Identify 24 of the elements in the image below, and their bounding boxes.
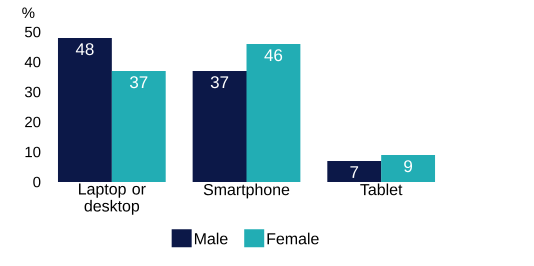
- y-tick-label: 20: [25, 116, 40, 128]
- data-label: 7: [350, 166, 358, 178]
- y-axis-title: %: [22, 8, 34, 18]
- bar: [327, 161, 382, 182]
- y-tick-label: 40: [24, 56, 40, 68]
- bar: [381, 155, 436, 182]
- bar: [112, 71, 166, 182]
- data-label: 9: [404, 160, 412, 172]
- legend-label: Female: [268, 232, 319, 244]
- y-tick-label: 50: [24, 26, 40, 38]
- y-tick-label: 0: [33, 176, 40, 188]
- x-tick-label: Laptop or desktop: [79, 184, 146, 215]
- legend-label: Male: [194, 232, 228, 244]
- y-tick-label: 10: [26, 146, 40, 158]
- bar: [246, 44, 300, 182]
- data-label: 48: [76, 43, 94, 56]
- data-label: 46: [264, 49, 282, 62]
- x-tick-label: Tablet: [360, 184, 402, 196]
- data-label: 37: [210, 76, 228, 88]
- data-label: 37: [130, 76, 148, 88]
- bar: [192, 71, 247, 182]
- x-tick-label: Smartphone: [204, 184, 290, 198]
- bar: [58, 38, 112, 182]
- y-tick-label: 30: [24, 86, 40, 98]
